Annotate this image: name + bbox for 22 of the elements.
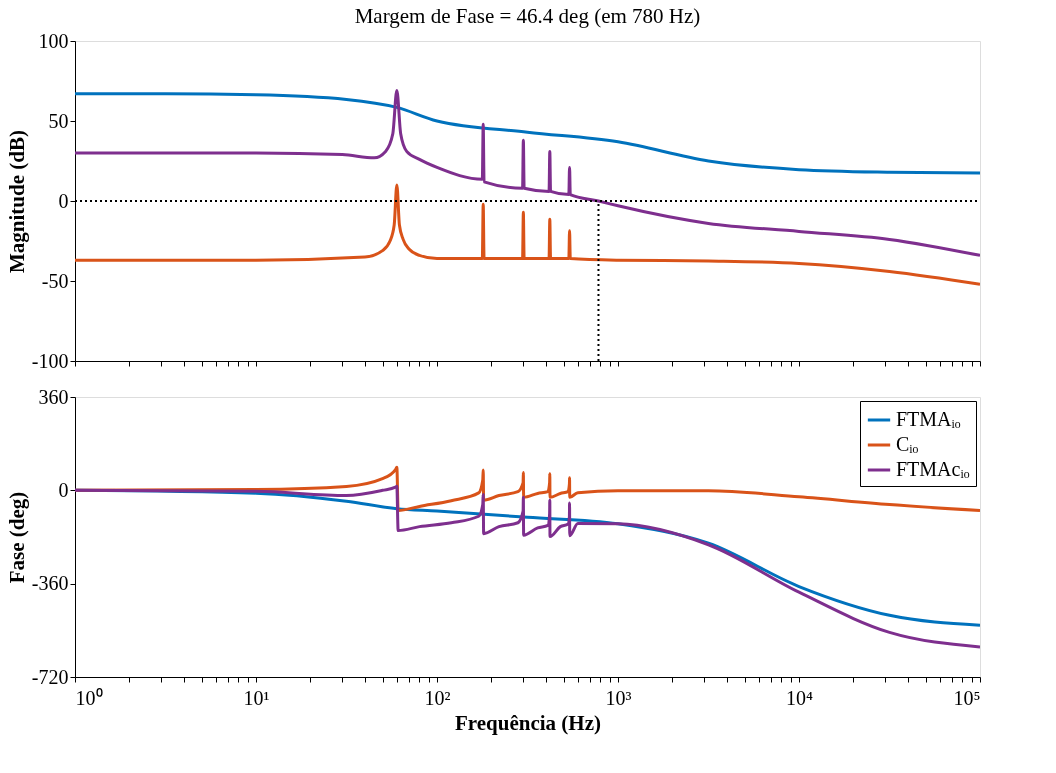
legend-label: FTMAcᵢₒ bbox=[896, 458, 970, 480]
legend-label: Cᵢₒ bbox=[896, 433, 919, 455]
y-tick-label: 100 bbox=[38, 29, 69, 52]
x-tick-label: 10⁴ bbox=[786, 686, 814, 709]
y-tick-label: -720 bbox=[31, 665, 69, 688]
y-tick-label: -100 bbox=[31, 349, 69, 372]
y-tick-label: 0 bbox=[58, 189, 69, 212]
x-tick-label: 10⁵ bbox=[953, 686, 981, 709]
y-axis-title: Magnitude (dB) bbox=[4, 130, 29, 273]
x-axis-title: Frequência (Hz) bbox=[455, 710, 601, 735]
y-tick-label: 0 bbox=[58, 478, 69, 501]
y-tick-label: -360 bbox=[31, 572, 69, 595]
chart-title: Margem de Fase = 46.4 deg (em 780 Hz) bbox=[354, 4, 701, 28]
x-tick-label: 10² bbox=[424, 686, 451, 709]
x-tick-label: 10³ bbox=[605, 686, 632, 709]
y-tick-label: 50 bbox=[48, 109, 69, 132]
legend-label: FTMAᵢₒ bbox=[896, 408, 961, 430]
y-tick-label: 360 bbox=[38, 385, 69, 408]
x-tick-label: 10⁰ bbox=[75, 686, 103, 709]
y-axis-title: Fase (deg) bbox=[4, 491, 29, 584]
x-tick-label: 10¹ bbox=[243, 686, 270, 709]
y-tick-label: -50 bbox=[41, 269, 69, 292]
